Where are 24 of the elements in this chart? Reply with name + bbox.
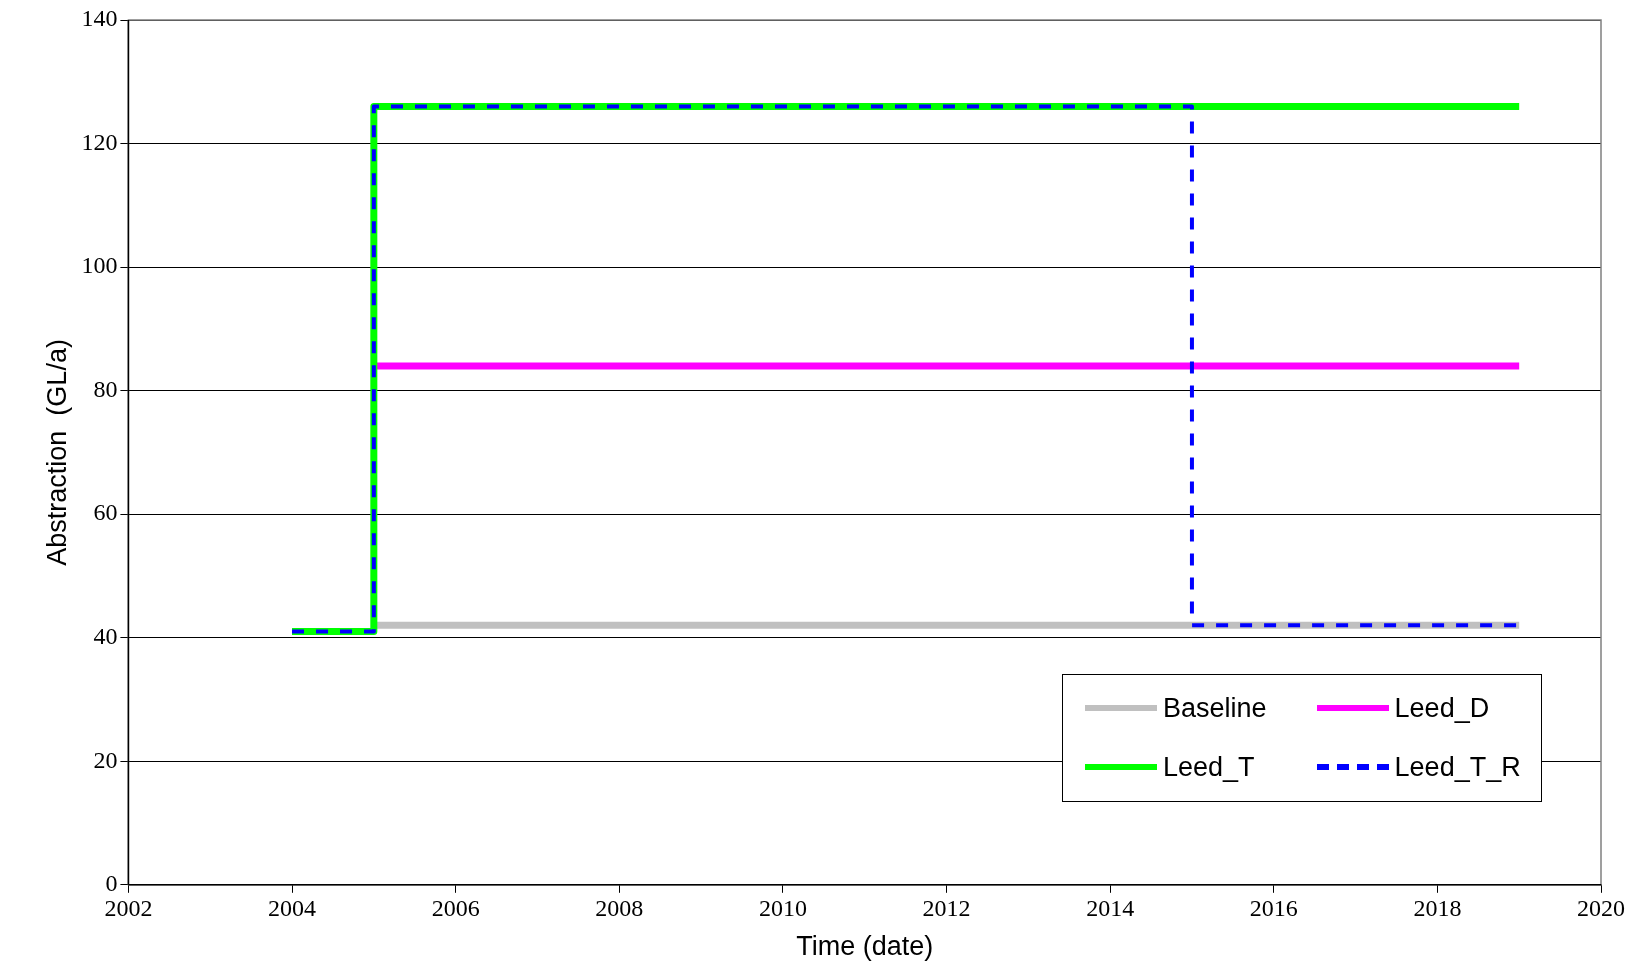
y-tick-label: 100: [81, 252, 118, 279]
x-tick-label: 2008: [595, 895, 644, 922]
x-tick-label: 2002: [104, 895, 153, 922]
x-tick-label: 2016: [1249, 895, 1298, 922]
legend-label: Baseline: [1163, 692, 1267, 724]
x-tick-label: 2012: [922, 895, 971, 922]
y-tick-label: 80: [93, 375, 118, 402]
x-axis-title: Time (date): [796, 931, 934, 962]
x-tick-label: 2020: [1577, 895, 1625, 922]
legend-label: Leed_T_R: [1394, 751, 1521, 783]
y-axis-title: Abstraction (GL/a): [41, 339, 72, 566]
x-tick-label: 2014: [1086, 895, 1135, 922]
legend-label: Leed_T: [1163, 751, 1255, 783]
y-tick-label: 140: [81, 5, 118, 32]
x-tick-label: 2004: [268, 895, 317, 922]
x-tick-label: 2006: [431, 895, 480, 922]
y-tick-label: 40: [93, 623, 118, 650]
y-tick-label: 60: [93, 499, 118, 526]
legend-label: Leed_D: [1394, 692, 1490, 724]
y-tick-label: 120: [81, 128, 118, 155]
x-tick-label: 2010: [758, 895, 807, 922]
y-tick-label: 20: [93, 746, 118, 773]
y-tick-label: 0: [105, 870, 118, 897]
x-tick-label: 2018: [1413, 895, 1462, 922]
